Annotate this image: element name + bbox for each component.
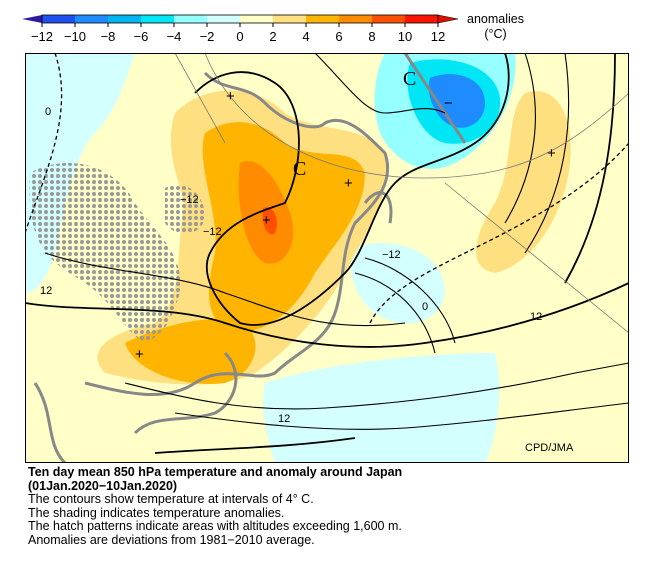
lat-lon-grid [174, 53, 629, 334]
contour-label: −12 [203, 226, 222, 238]
contour-label: 0 [422, 301, 428, 313]
caption-line: The contours show temperature at interva… [28, 492, 314, 507]
colorbar-segment [108, 15, 141, 23]
contour-label: 12 [40, 285, 52, 297]
anomaly-region-hottest [262, 207, 277, 235]
colorbar-tick-label: −12 [31, 29, 53, 44]
warm-center-marker: + [135, 346, 144, 363]
colorbar-tick-label: 4 [302, 29, 309, 44]
contour-label: −12 [180, 194, 199, 206]
map-frame [25, 53, 629, 463]
caption-line: Anomalies are deviations from 1981−2010 … [28, 532, 315, 547]
cold-center-label: C [293, 158, 306, 180]
high-terrain-hatch [29, 163, 181, 343]
temperature-anomaly-map: 0 −12 −12 −12 0 12 12 12 C C + + + + − +… [25, 53, 629, 463]
colorbar-segment [339, 15, 372, 23]
coastlines [33, 53, 467, 463]
caption: Ten day mean 850 hPa temperature and ano… [28, 465, 403, 548]
warm-center-marker: + [262, 212, 271, 229]
caption-line: The hatch patterns indicate areas with a… [28, 519, 402, 534]
cold-center-marker: − [444, 95, 453, 112]
anomaly-region-cold-sea [351, 243, 445, 324]
colorbar-segment [273, 15, 306, 23]
colorbar-segment [306, 15, 339, 23]
colorbar-segment [141, 15, 174, 23]
colorbar-tick-label: −6 [134, 29, 149, 44]
contour-label: 12 [278, 413, 290, 425]
colorbar-tick-label: 2 [269, 29, 276, 44]
contour-label: 12 [530, 311, 542, 323]
colorbar-segment [75, 15, 108, 23]
anomaly-colorbar: −12 −10 −8 −6 −4 −2 0 2 4 6 8 10 12 [22, 14, 459, 44]
colorbar-tick-label: −4 [167, 29, 182, 44]
caption-line: The shading indicates temperature anomal… [28, 505, 285, 520]
cold-center-label: C [403, 68, 416, 90]
contour-label: −12 [382, 249, 401, 261]
colorbar-segment [174, 15, 207, 23]
colorbar-tick-label: 6 [335, 29, 342, 44]
temperature-contours [25, 53, 629, 454]
colorbar-unit: anomalies (°C) [467, 12, 524, 42]
high-terrain-hatch-2 [165, 184, 205, 234]
colorbar-label: anomalies [467, 12, 524, 26]
anomaly-region-warm-south [125, 319, 256, 384]
colorbar-tick-label: −10 [64, 29, 86, 44]
colorbar-tick-label: 12 [431, 29, 445, 44]
colorbar-tick-label: −2 [200, 29, 215, 44]
warm-center-marker: + [344, 175, 353, 192]
colorbar-segment [372, 15, 405, 23]
colorbar-segment [42, 15, 75, 23]
anomaly-region-cold-south [263, 353, 500, 463]
colorbar-segment [207, 15, 240, 23]
colorbar-segment [240, 15, 273, 23]
warm-center-marker: + [547, 145, 556, 162]
caption-title: Ten day mean 850 hPa temperature and ano… [28, 465, 403, 479]
colorbar-tick-label: 10 [398, 29, 412, 44]
warm-center-marker: + [226, 88, 235, 105]
colorbar-arrow-high [437, 14, 459, 24]
colorbar-tick-label: −8 [101, 29, 116, 44]
credit-label: CPD/JMA [525, 442, 574, 454]
caption-period: (01Jan.2020−10Jan.2020) [28, 478, 178, 493]
contour-label: 0 [45, 106, 51, 118]
colorbar-unit-text: (°C) [484, 27, 507, 41]
colorbar-segment [405, 15, 438, 23]
colorbar-tick-label: 8 [368, 29, 375, 44]
anomaly-region-cold-ne-center [428, 74, 485, 128]
colorbar-arrow-low [22, 15, 42, 23]
colorbar-tick-label: 0 [236, 29, 243, 44]
